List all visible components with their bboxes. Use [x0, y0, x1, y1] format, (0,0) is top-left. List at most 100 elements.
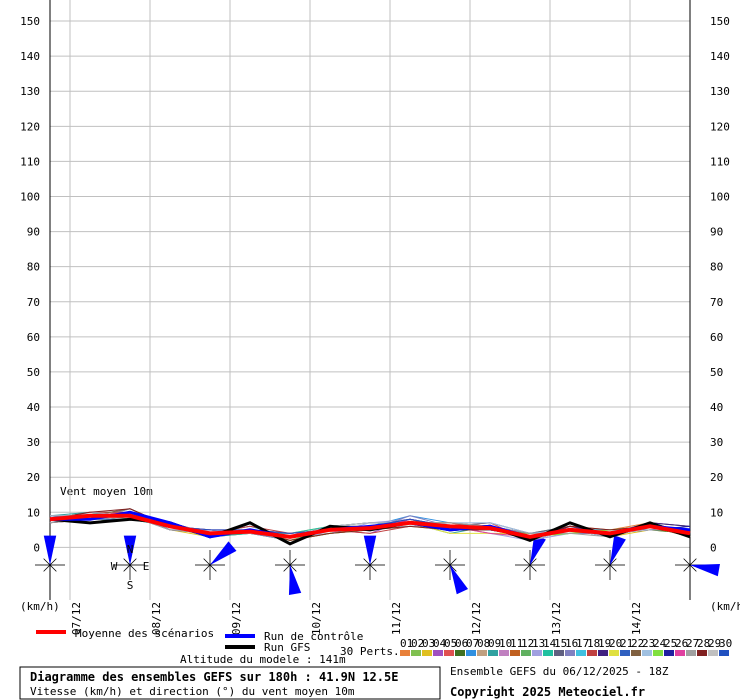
copyright: Copyright 2025 Meteociel.fr: [450, 685, 645, 699]
compass-star: [689, 564, 697, 572]
wind-direction: [530, 535, 546, 565]
legend-label: 20: [609, 637, 622, 650]
compass-star: [363, 558, 371, 566]
x-tick-label: 11/12: [390, 602, 403, 635]
legend-swatch: [521, 650, 531, 656]
y-tick-label: 110: [710, 155, 730, 168]
legend-label: 08: [477, 637, 490, 650]
y-tick-label: 30: [710, 436, 723, 449]
compass-star: [609, 558, 617, 566]
wind-direction: [450, 565, 469, 595]
y-tick-label: 0: [710, 541, 717, 554]
compass-star: [369, 564, 377, 572]
wind-direction: [210, 541, 237, 565]
compass-star: [609, 564, 617, 572]
legend-label: 04: [433, 637, 447, 650]
legend-label: 18: [587, 637, 600, 650]
compass-star: [289, 558, 297, 566]
legend-label: 02: [411, 637, 424, 650]
legend-label: 16: [565, 637, 578, 650]
legend-swatch: [598, 650, 608, 656]
legend-swatch: [686, 650, 696, 656]
legend-swatch: [708, 650, 718, 656]
compass-star: [129, 564, 137, 572]
legend-swatch: [422, 650, 432, 656]
y-tick-label: 80: [27, 261, 40, 274]
y-unit: (km/h): [710, 600, 740, 613]
compass-star: [689, 558, 697, 566]
legend-label: 03: [422, 637, 435, 650]
compass-star: [443, 564, 451, 572]
y-tick-label: 20: [710, 471, 723, 484]
legend-swatch: [675, 650, 685, 656]
legend-swatch: [587, 650, 597, 656]
legend-label: 27: [686, 637, 699, 650]
wind-direction: [288, 565, 302, 595]
y-tick-label: 140: [20, 50, 40, 63]
legend-label: 15: [554, 637, 567, 650]
legend-swatch: [510, 650, 520, 656]
y-tick-label: 120: [710, 120, 730, 133]
x-tick-label: 09/12: [230, 602, 243, 635]
legend-label: Run GFS: [264, 641, 310, 654]
legend-swatch: [576, 650, 586, 656]
legend-label: 24: [653, 637, 667, 650]
y-tick-label: 60: [710, 331, 723, 344]
compass-star: [49, 564, 57, 572]
compass-star: [369, 558, 377, 566]
legend-label: 21: [620, 637, 633, 650]
legend-swatch: [653, 650, 663, 656]
y-tick-label: 20: [27, 471, 40, 484]
y-tick-label: 70: [27, 296, 40, 309]
x-tick-label: 08/12: [150, 602, 163, 635]
chart-subtitle: Vitesse (km/h) et direction (°) du vent …: [30, 685, 355, 698]
wind-direction: [363, 535, 377, 565]
compass-star: [283, 564, 291, 572]
y-tick-label: 0: [33, 541, 40, 554]
compass-star: [443, 558, 451, 566]
legend-label: 17: [576, 637, 589, 650]
legend-label: 07: [466, 637, 479, 650]
legend-swatch: [400, 650, 410, 656]
y-tick-label: 110: [20, 155, 40, 168]
compass-label: S: [127, 579, 134, 592]
legend-label: 23: [642, 637, 655, 650]
y-tick-label: 50: [27, 366, 40, 379]
legend-swatch: [444, 650, 454, 656]
wind-direction: [123, 535, 137, 565]
y-tick-label: 10: [710, 506, 723, 519]
legend-label: 09: [488, 637, 501, 650]
y-tick-label: 90: [710, 226, 723, 239]
compass-star: [123, 564, 131, 572]
legend-label: 10: [499, 637, 512, 650]
y-tick-label: 130: [710, 85, 730, 98]
y-tick-label: 140: [710, 50, 730, 63]
y-tick-label: 100: [20, 190, 40, 203]
y-tick-label: 30: [27, 436, 40, 449]
legend-swatch: [609, 650, 619, 656]
legend-swatch: [565, 650, 575, 656]
legend-swatch: [642, 650, 652, 656]
legend-label: 19: [598, 637, 611, 650]
x-tick-label: 07/12: [70, 602, 83, 635]
y-tick-label: 50: [710, 366, 723, 379]
legend-swatch: [411, 650, 421, 656]
legend-swatch: [620, 650, 630, 656]
legend-swatch: [532, 650, 542, 656]
run-info: Ensemble GEFS du 06/12/2025 - 18Z: [450, 665, 669, 678]
y-unit: (km/h): [20, 600, 60, 613]
legend-label: 12: [521, 637, 534, 650]
legend-label: 13: [532, 637, 545, 650]
compass-star: [683, 558, 691, 566]
legend-label: 22: [631, 637, 644, 650]
legend-label: 26: [675, 637, 688, 650]
legend-label: 29: [708, 637, 721, 650]
compass-star: [449, 558, 457, 566]
y-tick-label: 60: [27, 331, 40, 344]
legend-label: 14: [543, 637, 557, 650]
compass-star: [529, 558, 537, 566]
wind-direction: [43, 535, 57, 565]
compass-star: [123, 558, 131, 566]
compass-star: [283, 558, 291, 566]
